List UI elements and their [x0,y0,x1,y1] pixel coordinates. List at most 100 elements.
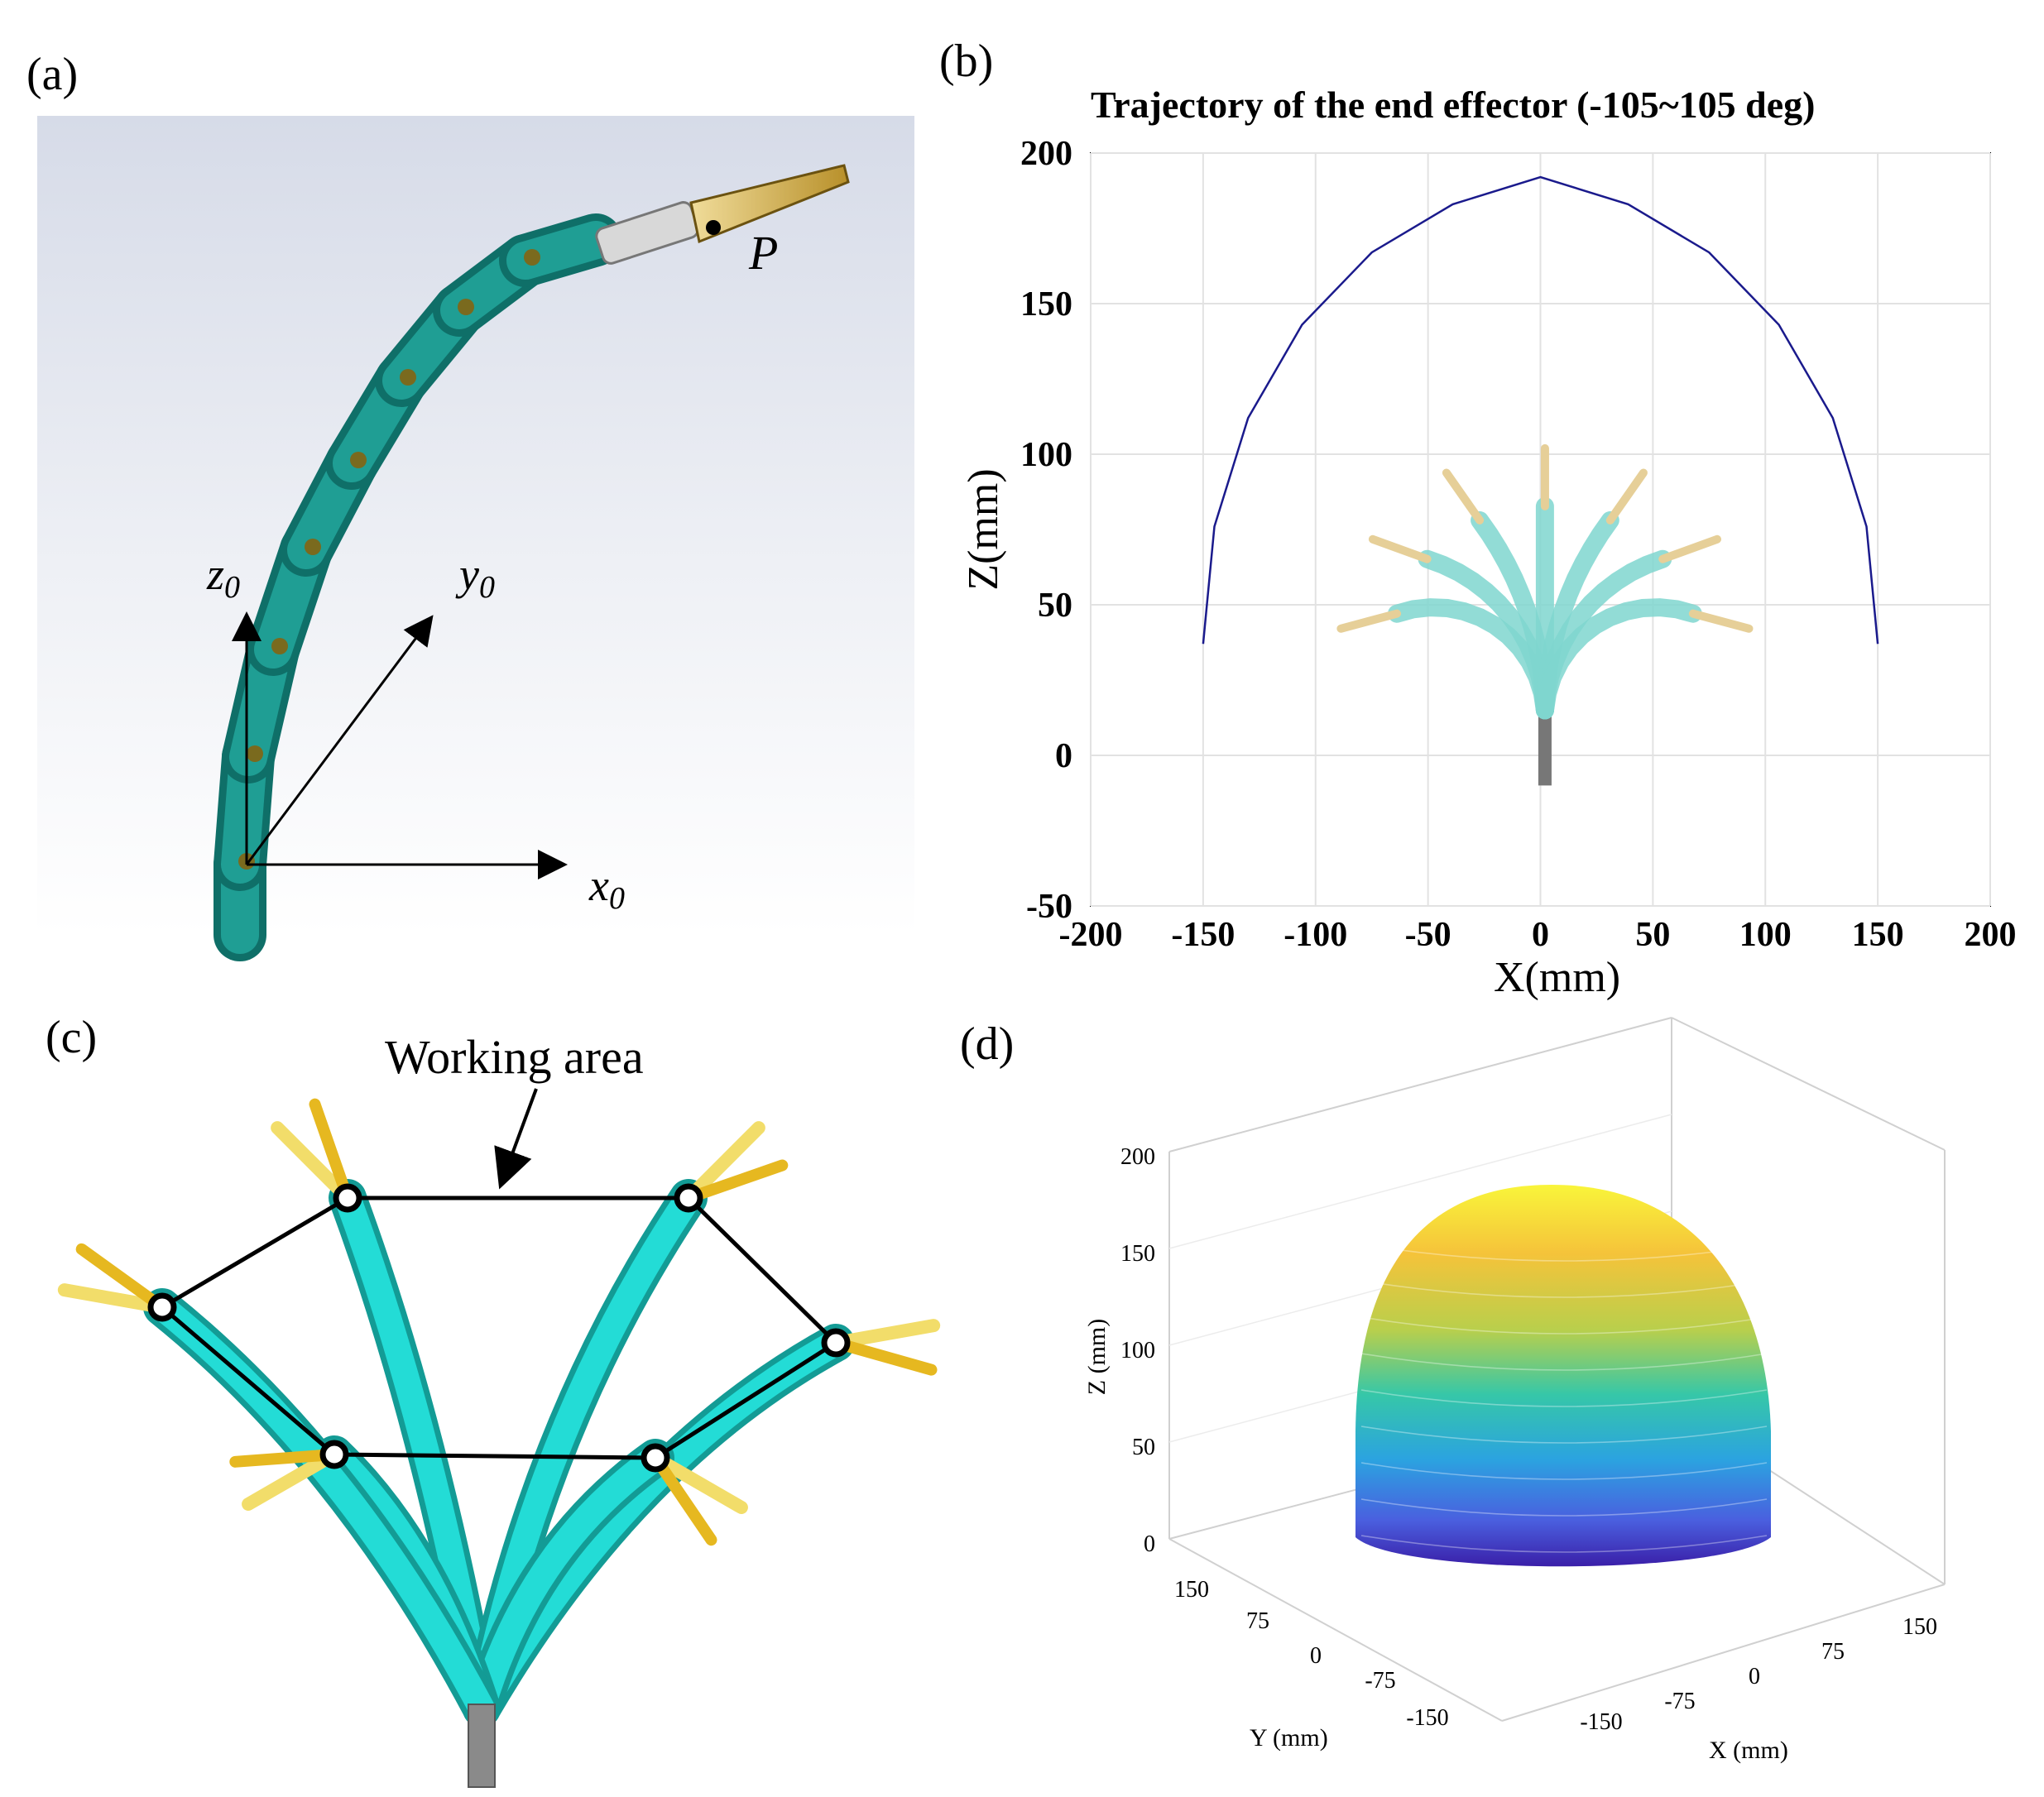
arm-poses-overlay [1336,443,1754,786]
arm-fan-3d [57,1098,941,1728]
arm-pose [1535,598,1702,720]
gripper-jaw [75,1243,168,1313]
end-effector-gripper [595,164,850,265]
axes-box-edge [1168,1538,1503,1722]
y-tick-label-3d: 0 [1310,1643,1322,1669]
x-axis-label: X(mm) [1494,954,1620,1001]
gripper-jaw [650,1452,717,1546]
z-tick-label: 150 [1120,1241,1155,1267]
arm-pose-gripper [1368,534,1432,563]
x-tick-label-3d: 150 [1902,1614,1937,1640]
y-tick-label-3d: 150 [1174,1577,1209,1603]
panel-b-label: (b) [939,36,993,87]
arm-joint [247,745,263,762]
gripper-jaw [57,1283,169,1314]
trajectory-curve [1202,175,1879,645]
x-tick-label: 150 [1852,916,1904,954]
axes-box-edge [1671,1017,1946,1151]
dome-mesh-line [1360,1426,1768,1444]
arm-joint [458,299,474,315]
y-tick-label-3d: -150 [1406,1705,1448,1731]
arm-pose-gripper [1658,534,1722,563]
x-tick-label: -100 [1283,916,1347,954]
workspace-surface [1355,1185,1771,1567]
point-p-label: P [748,226,778,280]
gripper-jaw [271,1121,354,1205]
panel-a: (a) P z0 y0 x0 [26,49,914,961]
chart-title: Trajectory of the end effector (-105~105… [1091,84,1815,126]
gripper-jaw [682,1121,765,1205]
gripper-jaw [229,1449,340,1468]
z-tick-label: 200 [1120,1144,1155,1170]
x-tick-label: 50 [1635,916,1670,954]
arm-pose-gripper [1688,609,1754,633]
gripper-jaw [683,1159,789,1204]
dome-mesh-line [1360,1498,1768,1517]
arm-pose-gripper [1336,609,1402,633]
working-area-vertices [147,1183,851,1473]
x-tick-label: -150 [1171,916,1235,954]
axes-box-edge [1501,1584,1946,1722]
z-tick-label: 0 [1144,1531,1155,1557]
x0-axis-label: x0 [588,860,625,916]
dome-mesh-line [1360,1462,1768,1480]
y-tick-label: 0 [1055,737,1072,775]
x-tick-label: 100 [1739,916,1792,954]
arm-pose-gripper [1442,468,1485,525]
x-tick-label: 200 [1965,916,2017,954]
arm-body-highlight [468,1445,669,1722]
y-tick-label: -50 [1026,888,1072,926]
y-tick-label-3d: 75 [1246,1608,1269,1634]
axes-box-edge [1168,1017,1672,1152]
base-shaft [1538,710,1552,786]
gripper-jaw [649,1451,748,1514]
arm-joint [524,249,540,266]
panel-c: (c) Working area [46,1012,941,1788]
y-axis-label: Z(mm) [960,468,1007,590]
z-tick-label: 50 [1132,1435,1155,1460]
z-tick-label: 100 [1120,1338,1155,1363]
y-tick-label-3d: -75 [1365,1668,1395,1694]
arm-joint [400,369,416,386]
panel-a-label: (a) [26,49,78,100]
x-axis-label-3d: X (mm) [1709,1737,1788,1764]
gripper-jaw [242,1448,341,1511]
x-tick-label-3d: 75 [1821,1639,1845,1665]
y-tick-label: 150 [1020,285,1072,323]
working-area-label: Working area [385,1030,644,1084]
arm-joint [305,539,321,555]
3d-tick-labels: 0 50 100 150 200 -150 -75 0 75 150 -150 -75 0 75 150 [1120,1144,1937,1735]
x-tick-label: -50 [1405,916,1451,954]
arm-joint [271,638,288,654]
dome-mesh-line [1360,1316,1768,1335]
working-area-arrow [494,1088,538,1190]
gripper-jaw [830,1337,938,1376]
panel-d-label: (d) [960,1018,1014,1070]
y-tick-label: 100 [1020,436,1072,474]
panel-b: (b) Trajectory of the end effector (-105… [939,36,2017,1001]
dome-mesh-line [1360,1353,1768,1371]
dome-mesh-line [1360,1535,1768,1553]
panel-a-background [37,116,914,935]
x-tick-label-3d: -150 [1580,1709,1622,1735]
arm-pose-gripper [1605,468,1648,525]
gripper-jaw [829,1319,941,1349]
y-tick-label: 50 [1038,587,1072,625]
panel-c-label: (c) [46,1012,97,1063]
dome-mesh-line [1360,1389,1768,1407]
grid-lines [1090,152,1991,907]
z0-axis-label: z0 [206,549,240,605]
z-axis-label-3d: Z (mm) [1083,1319,1111,1395]
base-shaft [468,1704,496,1788]
y-axis-label-3d: Y (mm) [1250,1724,1328,1751]
x-tick-label: 0 [1532,916,1549,954]
y0-axis-label: y0 [455,549,495,605]
panel-d: (d) 0 50 100 150 200 -150 -75 0 75 150 -150 -75 0 75 1… [960,1017,1946,1764]
dome-surface [1355,1185,1771,1567]
dome-mesh-line [1360,1280,1768,1298]
x-tick-label-3d: 0 [1749,1664,1760,1689]
arm-joint [350,452,367,468]
dome-mesh-line [1360,1244,1768,1262]
coordinate-frame: z0 y0 x0 [206,549,625,916]
